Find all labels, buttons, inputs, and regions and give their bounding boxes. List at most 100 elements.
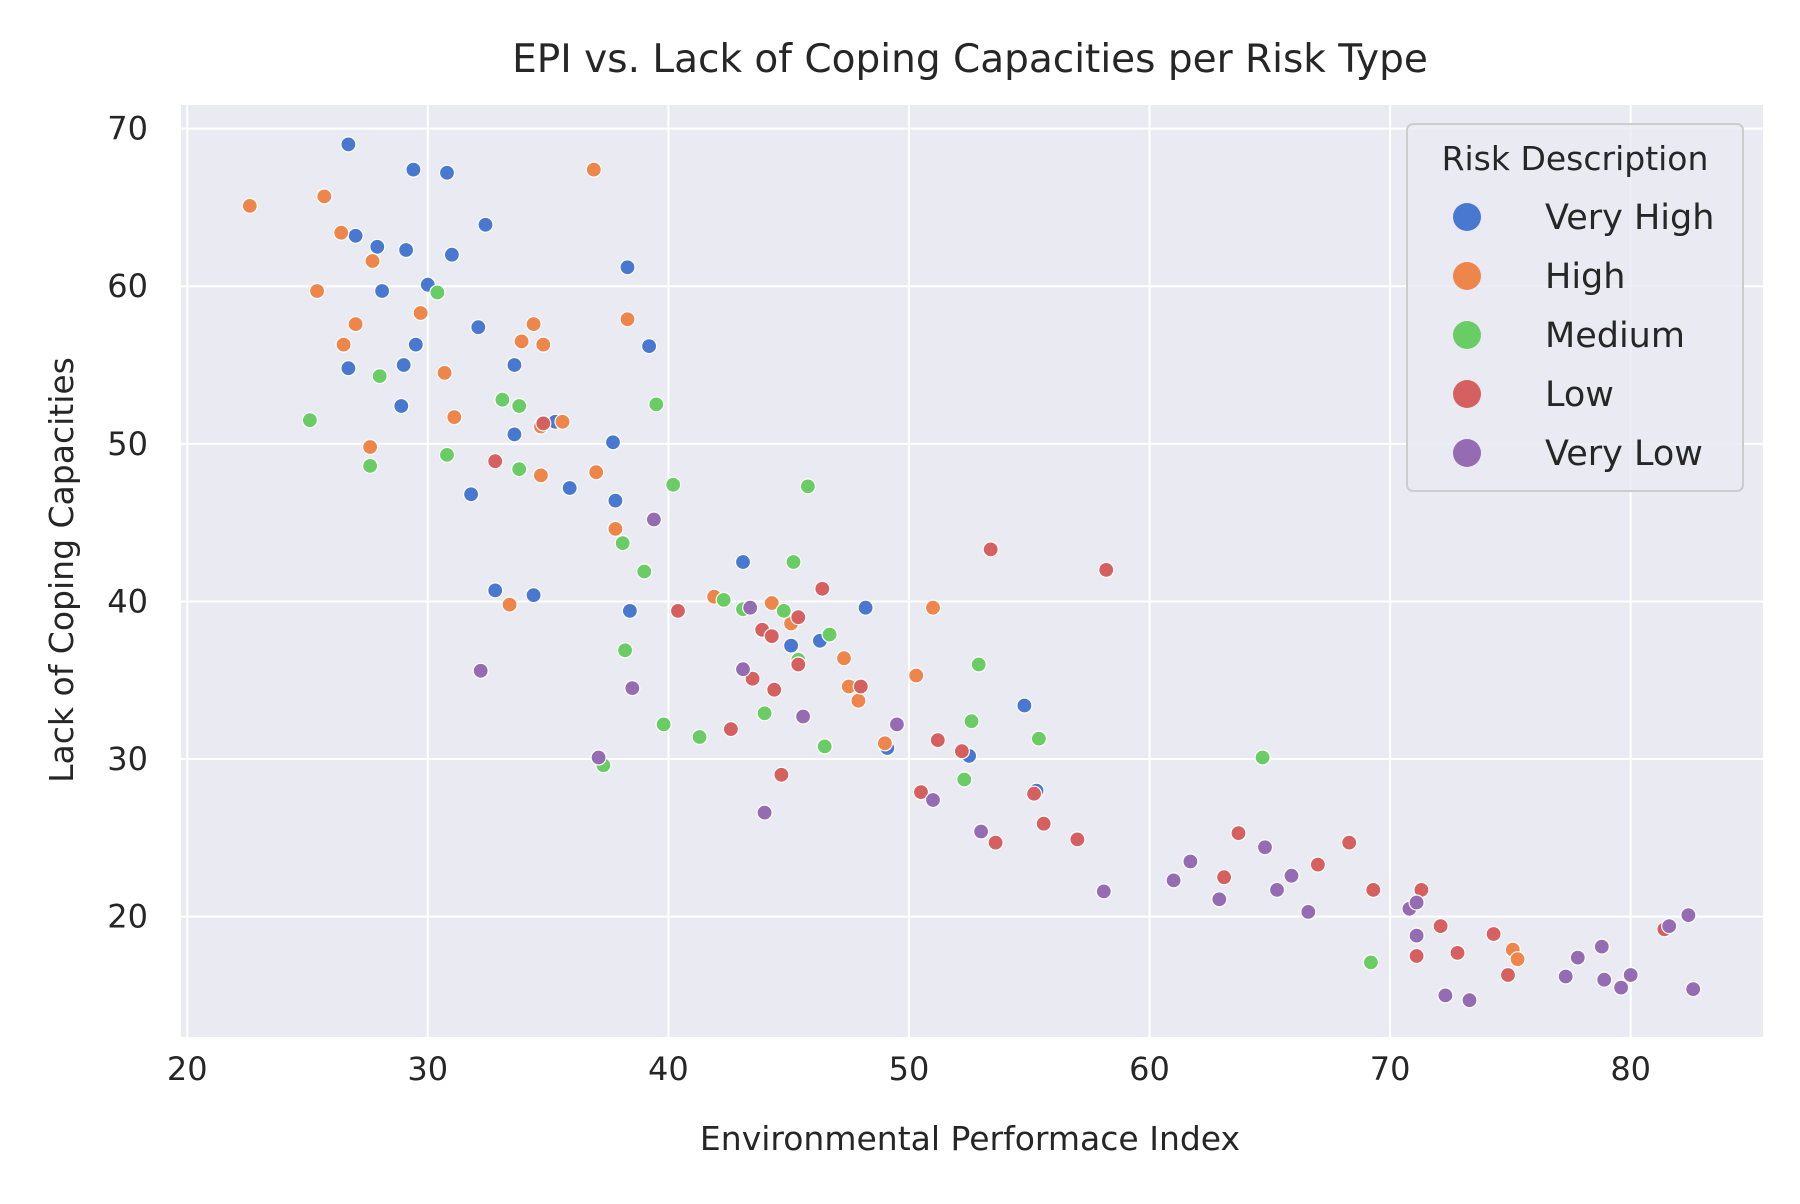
data-point (309, 282, 326, 300)
data-point (621, 602, 639, 620)
data-point (640, 338, 658, 355)
data-point (773, 766, 790, 783)
data-point (1283, 867, 1300, 884)
data-point (443, 246, 460, 263)
data-point (1509, 951, 1526, 968)
data-point (1557, 968, 1574, 985)
data-point (1182, 853, 1199, 870)
data-point (1215, 869, 1233, 886)
data-point (1256, 839, 1274, 856)
data-point (1365, 881, 1382, 899)
data-point (506, 356, 523, 374)
y-tick-label: 70 (107, 110, 148, 148)
tick-labels: 20 30 40 50 60 70 80 20 30 40 50 60 70 (107, 110, 1651, 1088)
data-point (1254, 749, 1271, 766)
data-point (1612, 979, 1630, 996)
x-tick-label: 20 (167, 1050, 208, 1088)
data-point (816, 738, 833, 755)
data-point (1309, 856, 1327, 873)
data-point (665, 476, 682, 493)
data-point (763, 594, 780, 612)
data-point (316, 188, 333, 205)
data-point (756, 705, 773, 722)
data-point (335, 336, 352, 353)
legend-label: Very High (1545, 198, 1714, 238)
data-point (1408, 894, 1425, 911)
data-point (929, 731, 946, 749)
data-point (1461, 992, 1478, 1009)
data-point (1165, 872, 1182, 889)
data-point (1593, 938, 1610, 955)
data-point (1661, 917, 1678, 935)
data-point (970, 656, 987, 673)
data-point (956, 771, 973, 788)
legend-box (1406, 123, 1744, 492)
data-point (525, 316, 542, 333)
data-point (763, 627, 780, 645)
data-point (821, 626, 838, 643)
data-point (912, 783, 930, 801)
data-point (876, 735, 894, 752)
data-point (1437, 987, 1454, 1004)
data-point (590, 749, 607, 766)
data-point (1685, 980, 1702, 998)
data-point (347, 316, 364, 333)
x-tick-label: 60 (1129, 1050, 1170, 1088)
data-point (1449, 944, 1466, 962)
data-point (924, 599, 942, 616)
data-point (532, 467, 550, 484)
data-point (438, 446, 456, 463)
data-point (636, 563, 653, 580)
data-point (513, 333, 530, 350)
data-point (395, 356, 412, 374)
legend-entries: Very High High Medium Low Very Low (1453, 198, 1714, 474)
data-point (794, 708, 812, 725)
data-point (535, 336, 552, 353)
grid-lines (180, 105, 1763, 1038)
data-point (347, 227, 364, 244)
data-point (756, 804, 773, 821)
data-point (1030, 730, 1048, 747)
data-point (1016, 697, 1033, 714)
y-tick-label: 40 (107, 582, 148, 620)
data-point (1680, 906, 1697, 924)
data-point (953, 743, 971, 760)
data-point (364, 252, 381, 270)
data-point (436, 364, 453, 381)
data-point (782, 637, 800, 654)
data-point (742, 599, 759, 616)
data-point (1025, 785, 1043, 802)
data-point (604, 434, 622, 451)
x-tick-label: 50 (889, 1050, 930, 1088)
data-point (1098, 561, 1115, 579)
data-point (1095, 883, 1112, 900)
data-point (766, 681, 783, 698)
data-point (241, 197, 258, 214)
data-point (301, 412, 318, 429)
data-point (655, 716, 672, 733)
data-point (340, 136, 357, 153)
data-point (607, 492, 624, 509)
data-point (340, 360, 357, 377)
data-point (407, 336, 424, 353)
data-point (888, 716, 906, 733)
data-point (1300, 903, 1317, 921)
data-point (987, 834, 1004, 851)
y-tick-label: 30 (107, 740, 148, 778)
legend: Risk Description Very HighHighMediumLowV… (1406, 123, 1744, 492)
data-point (669, 602, 687, 620)
data-point (405, 161, 422, 178)
data-point (1230, 824, 1247, 842)
data-point (1341, 834, 1358, 851)
chart-title: EPI vs. Lack of Coping Capacities per Ri… (512, 37, 1428, 82)
data-point (374, 282, 391, 300)
data-point (619, 259, 636, 276)
legend-marker (1453, 321, 1481, 349)
data-point (850, 692, 867, 709)
legend-label: Low (1545, 375, 1614, 415)
data-point (472, 662, 489, 679)
data-point (511, 397, 528, 415)
data-point (722, 720, 740, 738)
data-point (852, 678, 869, 695)
